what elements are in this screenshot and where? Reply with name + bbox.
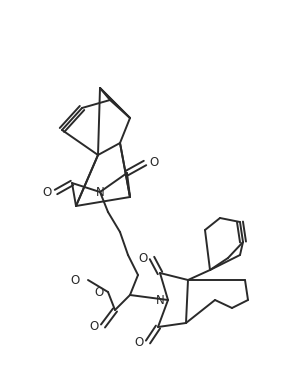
Text: O: O: [94, 286, 104, 300]
Text: O: O: [70, 273, 79, 286]
Text: N: N: [96, 186, 104, 200]
Text: O: O: [138, 251, 148, 264]
Text: O: O: [134, 335, 144, 348]
Text: O: O: [89, 320, 98, 332]
Text: O: O: [149, 156, 159, 169]
Text: O: O: [42, 186, 52, 200]
Text: N: N: [156, 294, 164, 307]
